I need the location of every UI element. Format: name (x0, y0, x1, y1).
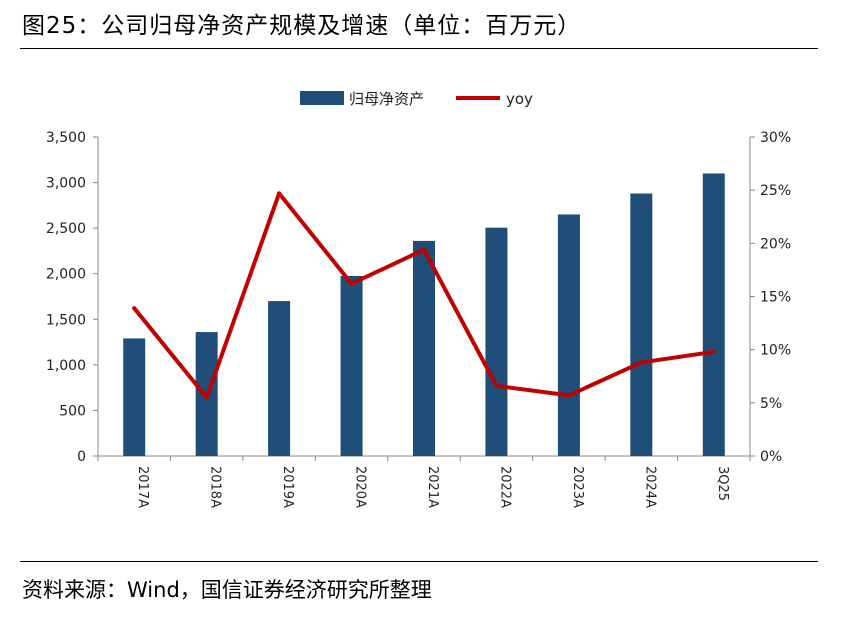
bar-2017A (123, 338, 146, 456)
yoy-line-series (132, 191, 716, 400)
bar-2020A (340, 275, 363, 456)
x-tick-label: 2021A (425, 466, 440, 508)
left-axis-ticks: 0 500 1,000 1,500 2,000 2,500 3,000 3,500 (46, 130, 98, 465)
legend-label-line: yoy (506, 90, 533, 108)
x-tick-label: 3Q25 (715, 466, 730, 501)
x-tick-label: 2020A (353, 466, 368, 508)
left-tick-label: 2,500 (46, 221, 86, 237)
x-tick-label: 2023A (570, 466, 585, 508)
x-tick-label: 2024A (642, 466, 657, 508)
yoy-point-3Q25 (711, 349, 716, 354)
yoy-point-2021A (422, 247, 426, 252)
left-tick-label: 3,000 (46, 176, 86, 192)
bar-2021A (413, 240, 435, 456)
yoy-point-2022A (494, 383, 499, 388)
bar-series (123, 173, 725, 456)
right-tick-label: 30% (760, 130, 791, 146)
legend: 归母净资产 yoy (300, 90, 533, 108)
yoy-point-2018A (204, 395, 209, 400)
source-note: 资料来源：Wind，国信证券经济研究所整理 (22, 578, 432, 602)
left-tick-label: 0 (77, 449, 86, 465)
right-tick-label: 25% (760, 183, 791, 199)
left-tick-label: 3,500 (46, 130, 86, 146)
category-ticks: 2017A 2018A 2019A 2020A 2021A 2022A 2023A 2024A… (97, 456, 751, 508)
right-axis-ticks: 0% 5% 10% 15% 20% 25% 30% (750, 130, 791, 465)
left-tick-label: 500 (59, 403, 86, 419)
right-tick-label: 15% (760, 290, 791, 306)
bar-2022A (485, 227, 508, 456)
left-tick-label: 2,000 (46, 267, 86, 283)
x-tick-label: 2019A (280, 466, 295, 508)
bar-3Q25 (702, 173, 725, 456)
left-tick-label: 1,500 (46, 312, 86, 328)
right-tick-label: 10% (760, 343, 791, 359)
left-tick-label: 1,000 (46, 358, 86, 374)
chart: 归母净资产 yoy 0 500 1,000 1,500 2,000 2,500 3,000 3… (46, 90, 791, 508)
x-tick-label: 2017A (135, 466, 150, 508)
figure-title: 图25：公司归母净资产规模及增速（单位：百万元） (22, 13, 582, 39)
yoy-point-2020A (349, 281, 354, 286)
source-rule (20, 561, 818, 562)
yoy-point-2017A (132, 306, 137, 311)
legend-swatch-bar (300, 91, 344, 105)
yoy-point-2024A (639, 360, 644, 365)
yoy-point-2023A (566, 393, 571, 398)
right-tick-label: 20% (760, 236, 791, 252)
right-tick-label: 5% (760, 396, 782, 412)
x-tick-label: 2018A (208, 466, 223, 508)
title-rule (20, 48, 818, 49)
bar-2019A (268, 301, 291, 456)
bar-2024A (630, 193, 653, 456)
x-tick-label: 2022A (497, 466, 512, 508)
bar-2023A (557, 214, 580, 456)
yoy-point-2019A (277, 191, 282, 196)
legend-label-bar: 归母净资产 (349, 90, 424, 108)
right-tick-label: 0% (760, 449, 782, 465)
